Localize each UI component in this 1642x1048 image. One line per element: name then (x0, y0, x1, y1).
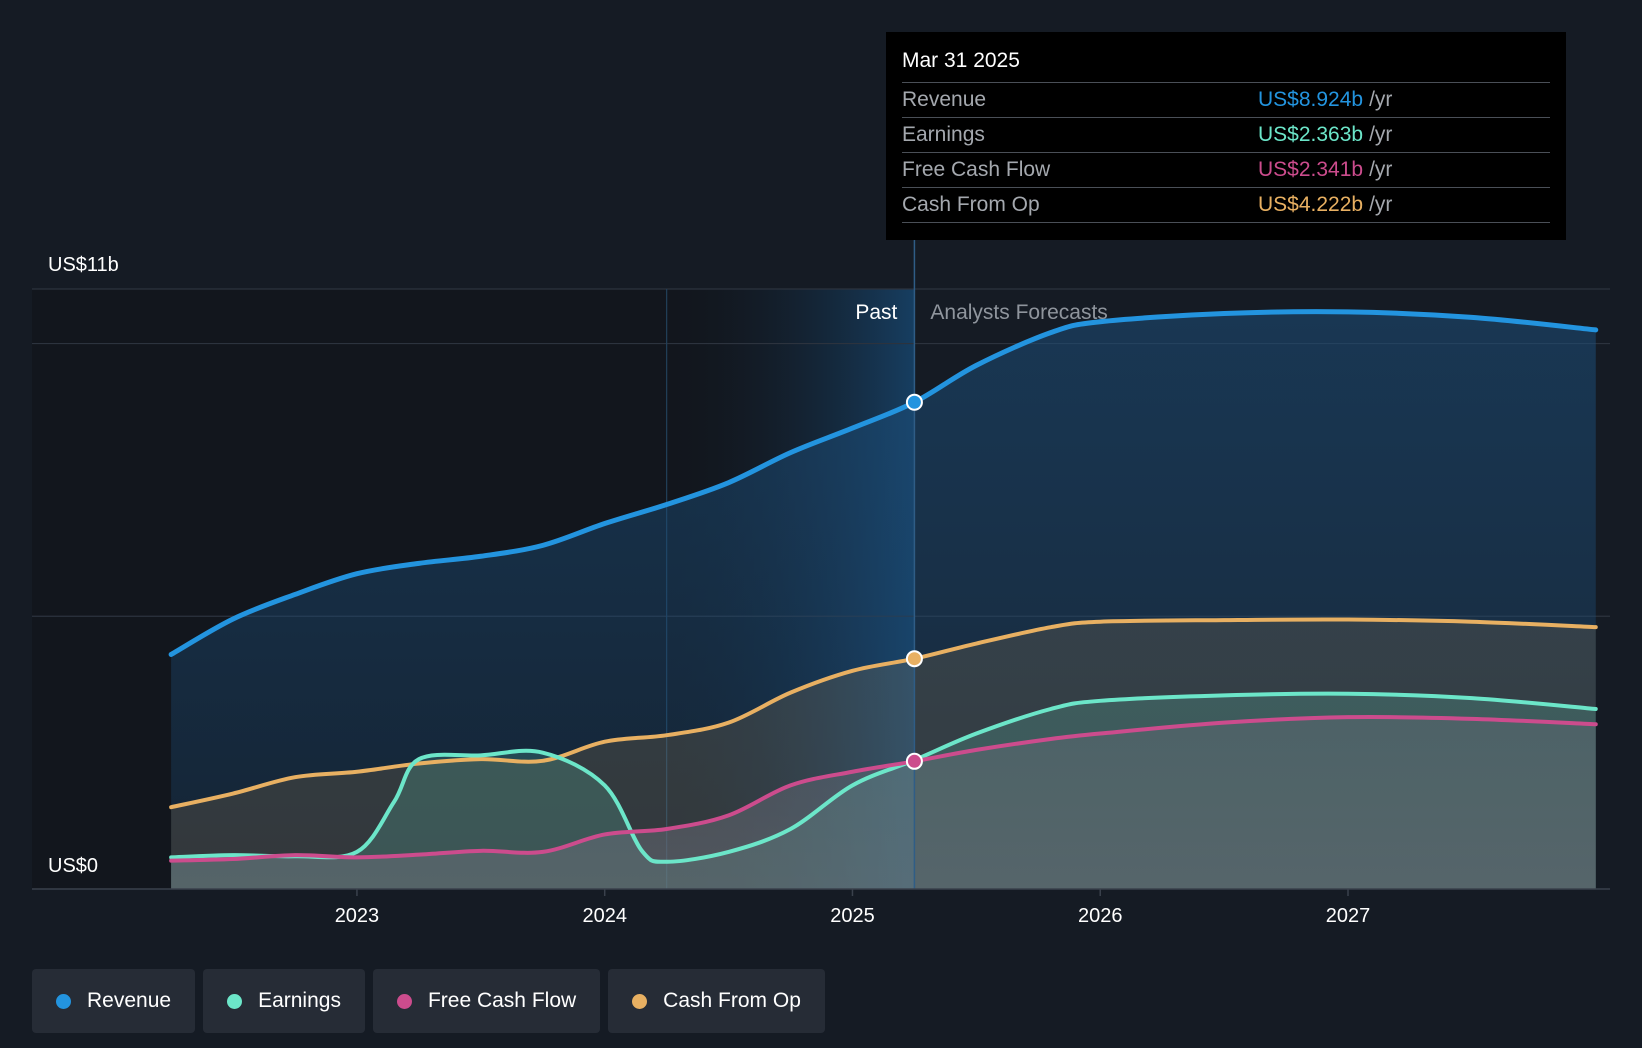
tooltip-label: Revenue (902, 88, 987, 111)
legend-dot-icon (396, 993, 412, 1009)
forecast-label: Analysts Forecasts (930, 301, 1107, 324)
legend-label: Earnings (258, 989, 341, 1012)
legend: Revenue Earnings Free Cash Flow Cash Fro… (32, 969, 825, 1033)
tooltip-row-revenue: Revenue US$8.924b /yr (902, 82, 1550, 117)
tooltip: Mar 31 2025 Revenue US$8.924b /yr Earnin… (886, 32, 1566, 240)
series-area-free-cash-flow (171, 716, 1596, 889)
tooltip-label: Cash From Op (902, 193, 1040, 216)
legend-dot-icon (227, 993, 243, 1009)
legend-label: Revenue (87, 989, 172, 1012)
legend-item-free-cash-flow[interactable]: Free Cash Flow (372, 969, 601, 1033)
x-tick-label: 2026 (1078, 905, 1123, 927)
tooltip-row-earnings: Earnings US$2.363b /yr (902, 117, 1550, 152)
tooltip-date: Mar 31 2025 (902, 49, 1020, 72)
tooltip-label: Earnings (902, 123, 985, 146)
tooltip-unit: /yr (1369, 123, 1393, 146)
marker-cash-from-op[interactable] (905, 650, 923, 668)
tooltip-value: US$4.222b (1258, 193, 1364, 216)
tooltip-row-free-cash-flow: Free Cash Flow US$2.341b /yr (902, 152, 1550, 187)
tooltip-unit: /yr (1369, 193, 1393, 216)
legend-item-earnings[interactable]: Earnings (203, 969, 365, 1033)
legend-label: Cash From Op (663, 989, 801, 1012)
legend-dot-icon (632, 993, 648, 1009)
tooltip-value: US$2.363b (1258, 123, 1364, 146)
x-tick-label: 2024 (582, 905, 627, 927)
marker-revenue[interactable] (905, 393, 923, 411)
y-max-label: US$11b (48, 254, 119, 276)
x-tick-label: 2023 (335, 905, 380, 927)
legend-dot-icon (56, 993, 71, 1009)
x-tick-label: 2027 (1326, 905, 1371, 927)
series-line-earnings (169, 691, 1598, 864)
tooltip-unit: /yr (1369, 158, 1393, 181)
tooltip-value: US$2.341b (1258, 158, 1364, 181)
tooltip-label: Free Cash Flow (902, 158, 1051, 181)
tooltip-unit: /yr (1369, 88, 1393, 111)
marker-free-cash-flow[interactable] (905, 752, 923, 770)
past-label: Past (855, 301, 897, 324)
series-line-revenue (168, 309, 1599, 657)
tooltip-row-cash-from-op: Cash From Op US$4.222b /yr (902, 187, 1550, 223)
x-tick-label: 2025 (830, 905, 875, 927)
y-min-label: US$0 (48, 855, 98, 877)
legend-label: Free Cash Flow (427, 989, 577, 1012)
legend-item-cash-from-op[interactable]: Cash From Op (608, 969, 825, 1033)
legend-item-revenue[interactable]: Revenue (32, 969, 196, 1033)
tooltip-value: US$8.924b (1258, 88, 1364, 111)
series-line-cash-from-op (169, 617, 1598, 810)
series-line-free-cash-flow (169, 714, 1598, 863)
